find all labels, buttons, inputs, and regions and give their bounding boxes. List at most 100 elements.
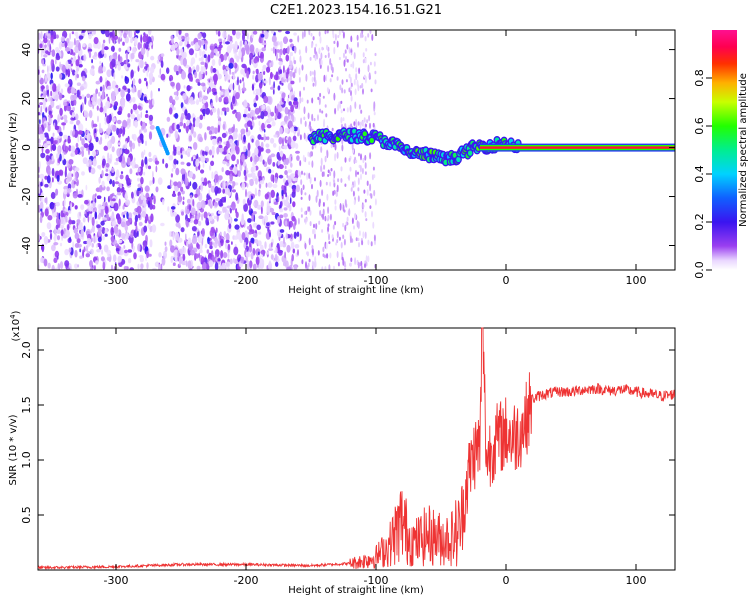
y-tick-label: 40	[20, 43, 33, 57]
heatmap-cell	[252, 30, 258, 35]
heatmap-cell	[46, 222, 52, 230]
heatmap-cell	[326, 30, 329, 34]
heatmap-cell	[373, 174, 376, 179]
heatmap-cell	[113, 265, 116, 270]
heatmap-cell	[364, 171, 367, 176]
heatmap-cell	[259, 180, 265, 185]
heatmap-cell	[166, 116, 171, 122]
heatmap-cell	[74, 31, 79, 37]
heatmap-cell	[321, 46, 324, 51]
heatmap-cell	[214, 186, 219, 195]
heatmap-cell	[77, 224, 83, 231]
heatmap-cell	[203, 95, 208, 100]
heatmap-cell	[93, 37, 99, 45]
heatmap-cell	[80, 146, 85, 151]
heatmap-cell	[210, 135, 213, 141]
heatmap-cell	[121, 75, 124, 79]
heatmap-cell	[231, 126, 235, 133]
heatmap-cell	[50, 59, 53, 67]
heatmap-cell	[121, 186, 125, 193]
heatmap-cell	[260, 110, 265, 120]
heatmap-cell	[327, 214, 330, 221]
heatmap-cell	[106, 69, 112, 78]
heatmap-cell	[63, 114, 68, 121]
heatmap-cell	[141, 138, 144, 144]
heatmap-cell	[365, 123, 367, 128]
heatmap-cell	[92, 123, 98, 128]
heatmap-cell	[130, 233, 134, 238]
heatmap-cell	[246, 120, 253, 127]
heatmap-cell	[48, 36, 51, 40]
heatmap-cell	[210, 65, 214, 74]
heatmap-cell	[79, 211, 81, 217]
heatmap-cell	[102, 158, 106, 166]
heatmap-cell	[47, 215, 53, 221]
heatmap-cell	[364, 36, 367, 42]
heatmap-cell	[293, 265, 298, 270]
heatmap-cell	[291, 95, 294, 101]
heatmap-cell	[56, 174, 60, 182]
heatmap-cell	[64, 208, 69, 212]
heatmap-cell	[301, 170, 303, 175]
heatmap-cell	[123, 214, 125, 219]
heatmap-cell	[75, 113, 79, 121]
heatmap-cell	[366, 180, 369, 186]
heatmap-cell	[83, 80, 86, 85]
heatmap-cell	[136, 205, 142, 215]
heatmap-cell	[354, 212, 357, 220]
heatmap-cell	[71, 173, 74, 177]
heatmap-cell	[155, 186, 159, 193]
heatmap-cell	[172, 231, 175, 241]
heatmap-cell	[83, 246, 86, 253]
heatmap-cell	[95, 88, 98, 95]
heatmap-cell	[218, 58, 222, 66]
heatmap-cell	[262, 159, 265, 165]
heatmap-cell	[331, 127, 334, 132]
heatmap-cell	[152, 170, 154, 179]
heatmap-cell	[318, 220, 321, 225]
heatmap-cell	[260, 34, 265, 38]
heatmap-cell	[148, 157, 153, 163]
heatmap-cell	[173, 64, 178, 73]
heatmap-cell	[197, 82, 201, 86]
heatmap-cell	[105, 101, 111, 109]
heatmap-cell	[118, 87, 121, 92]
heatmap-cell	[242, 198, 246, 205]
heatmap-cell	[51, 244, 56, 252]
heatmap-cell	[252, 233, 258, 238]
heatmap-cell	[292, 248, 295, 254]
heatmap-cell	[132, 246, 136, 250]
heatmap-cell	[188, 48, 194, 56]
heatmap-cell	[202, 163, 205, 168]
heatmap-cell	[267, 182, 273, 188]
heatmap-cell	[343, 59, 346, 67]
heatmap-cell	[234, 41, 238, 50]
heatmap-cell	[40, 85, 45, 90]
heatmap-cell	[82, 249, 85, 259]
heatmap-cell	[284, 127, 289, 134]
heatmap-cell	[132, 78, 136, 85]
heatmap-cell	[74, 232, 80, 240]
heatmap-cell	[327, 169, 330, 174]
heatmap-cell	[241, 213, 244, 223]
heatmap-cell	[249, 109, 255, 118]
heatmap-cell	[170, 44, 176, 51]
heatmap-cell	[327, 174, 330, 177]
heatmap-cell	[199, 97, 202, 103]
heatmap-cell	[362, 203, 365, 209]
heatmap-cell	[193, 219, 199, 225]
heatmap-cell	[109, 31, 113, 37]
heatmap-cell	[60, 229, 64, 237]
heatmap-cell	[115, 169, 120, 179]
heatmap-cell	[53, 257, 58, 263]
heatmap-cell	[196, 64, 200, 73]
heatmap-cell	[137, 89, 141, 97]
heatmap-cell	[252, 202, 255, 206]
heatmap-cell	[48, 184, 51, 189]
heatmap-cell	[279, 48, 283, 56]
heatmap-cell	[137, 263, 140, 270]
heatmap-cell	[171, 38, 175, 44]
heatmap-cell	[200, 56, 204, 62]
heatmap-cell	[63, 188, 68, 195]
heatmap-cell	[289, 197, 292, 205]
